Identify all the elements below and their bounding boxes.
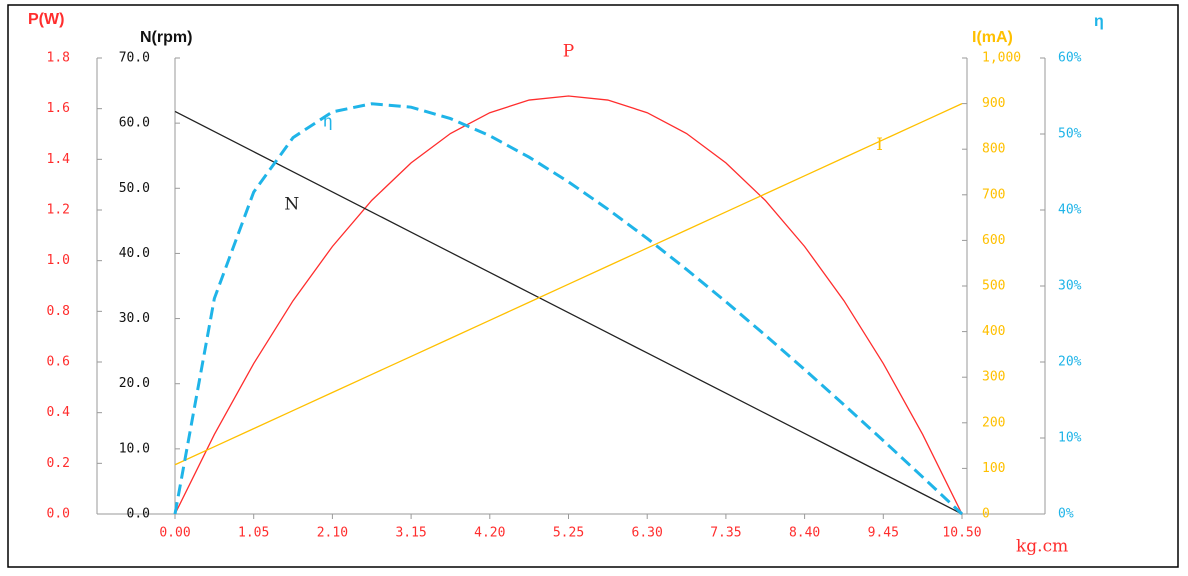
y-tick-label: 0.6 bbox=[47, 355, 70, 370]
y-tick-label: 70.0 bbox=[119, 51, 150, 66]
y-tick-label: 1.4 bbox=[47, 152, 71, 167]
y2-axis-title: N(rpm) bbox=[140, 29, 192, 46]
y-tick-label: 300 bbox=[982, 370, 1005, 385]
x-tick-label: 3.15 bbox=[395, 526, 426, 541]
y-tick-label: 700 bbox=[982, 187, 1005, 202]
y-tick-label: 1.0 bbox=[47, 253, 70, 268]
y-tick-label: 1.2 bbox=[47, 203, 70, 218]
y-tick-label: 200 bbox=[982, 415, 1005, 430]
y-tick-label: 50% bbox=[1058, 127, 1082, 142]
y-tick-label: 0.0 bbox=[127, 507, 150, 522]
series-line bbox=[173, 102, 964, 516]
series-label: I bbox=[876, 135, 883, 155]
series-line bbox=[174, 103, 963, 466]
y-tick-label: 0.4 bbox=[47, 405, 71, 420]
x-tick-label: 8.40 bbox=[789, 526, 820, 541]
series-label: P bbox=[563, 42, 574, 62]
y-axis-title: P(W) bbox=[28, 11, 64, 28]
series-label: N bbox=[284, 195, 299, 215]
y-tick-label: 30.0 bbox=[119, 311, 150, 326]
y3-axis-title: I(mA) bbox=[972, 29, 1013, 46]
y-tick-label: 0% bbox=[1058, 507, 1074, 522]
x-tick-label: 5.25 bbox=[553, 526, 584, 541]
x-tick-label: 1.05 bbox=[238, 526, 269, 541]
x-tick-label: 6.30 bbox=[632, 526, 663, 541]
series-line bbox=[174, 110, 963, 515]
y-tick-label: 20.0 bbox=[119, 376, 150, 391]
y-tick-label: 800 bbox=[982, 142, 1005, 157]
y-tick-label: 60.0 bbox=[119, 116, 150, 131]
y-tick-label: 1,000 bbox=[982, 51, 1021, 66]
x-tick-label: 10.50 bbox=[942, 526, 981, 541]
x-tick-label: 9.45 bbox=[868, 526, 899, 541]
y-tick-label: 40.0 bbox=[119, 246, 150, 261]
y-tick-label: 20% bbox=[1058, 355, 1082, 370]
y-tick-label: 1.6 bbox=[47, 101, 70, 116]
y-tick-label: 60% bbox=[1058, 51, 1082, 66]
y-tick-label: 100 bbox=[982, 461, 1005, 476]
y4-axis-title: η bbox=[1094, 13, 1104, 30]
y-tick-label: 30% bbox=[1058, 279, 1082, 294]
series-label: η bbox=[322, 111, 332, 131]
x-axis-title: kg.cm bbox=[1016, 537, 1068, 557]
y-tick-label: 0.2 bbox=[47, 456, 70, 471]
y-tick-label: 10% bbox=[1058, 431, 1082, 446]
y-tick-label: 600 bbox=[982, 233, 1005, 248]
y-tick-label: 40% bbox=[1058, 203, 1082, 218]
y-tick-label: 0.8 bbox=[47, 304, 70, 319]
y-tick-label: 50.0 bbox=[119, 181, 150, 196]
y-tick-label: 400 bbox=[982, 324, 1005, 339]
x-tick-label: 2.10 bbox=[317, 526, 348, 541]
y-tick-label: 1.8 bbox=[47, 51, 70, 66]
x-tick-label: 4.20 bbox=[474, 526, 505, 541]
y-tick-label: 0.0 bbox=[47, 507, 70, 522]
y-tick-label: 10.0 bbox=[119, 441, 150, 456]
series-line bbox=[174, 95, 963, 515]
y-tick-label: 500 bbox=[982, 279, 1005, 294]
y-tick-label: 900 bbox=[982, 96, 1005, 111]
x-tick-label: 0.00 bbox=[159, 526, 190, 541]
y-tick-label: 0 bbox=[982, 507, 990, 522]
x-tick-label: 7.35 bbox=[710, 526, 741, 541]
